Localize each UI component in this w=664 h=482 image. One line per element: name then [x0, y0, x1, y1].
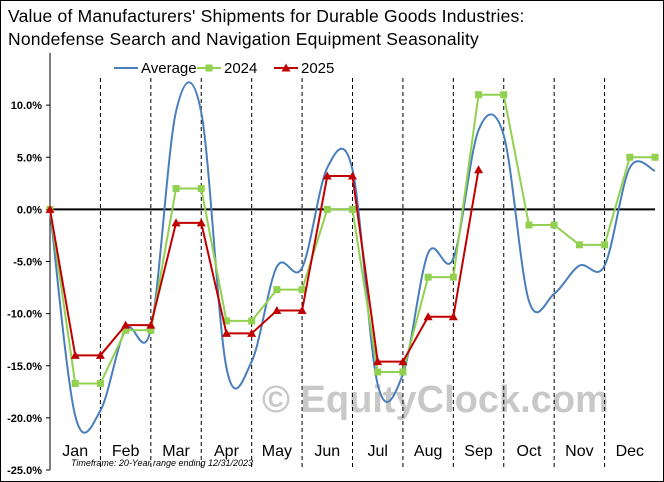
data-point-2024: [399, 368, 407, 376]
data-point-2024: [222, 317, 230, 325]
x-tick-label: Nov: [565, 443, 593, 460]
x-tick-label: Aug: [414, 443, 442, 460]
data-point-2024: [475, 91, 483, 99]
series-line-2025: [49, 169, 480, 363]
data-point-2024: [122, 326, 130, 334]
data-point-2024: [424, 273, 432, 281]
data-point-2025: [322, 171, 332, 180]
series-line-average: [49, 81, 656, 434]
data-point-2024: [172, 185, 180, 193]
data-point-2024: [248, 317, 256, 325]
data-point-2024: [626, 153, 634, 161]
data-point-2025: [45, 204, 55, 213]
chart-title-line-1: Value of Manufacturers' Shipments for Du…: [8, 6, 525, 26]
data-point-2025: [297, 305, 307, 314]
data-point-2024: [449, 273, 457, 281]
x-tick-label: Jan: [62, 443, 88, 460]
x-tick-label: Jul: [367, 443, 387, 460]
data-point-2024: [575, 241, 583, 249]
legend-marker-2024: [205, 64, 213, 72]
data-point-2025: [146, 320, 156, 329]
x-tick-label: Sep: [464, 443, 493, 460]
x-tick-label: Mar: [162, 443, 190, 460]
x-tick-label: Oct: [517, 443, 542, 460]
watermark-group: © EquityClock.com: [262, 379, 609, 421]
data-point-2024: [147, 326, 155, 334]
data-point-2025: [221, 328, 231, 337]
y-tick-label: -25.0%: [7, 465, 42, 477]
x-tick-label: Dec: [616, 443, 644, 460]
x-tick-label: Feb: [112, 443, 140, 460]
data-point-2024: [525, 221, 533, 229]
data-point-2025: [95, 350, 105, 359]
watermark-text: © EquityClock.com: [262, 379, 609, 421]
data-point-2025: [373, 357, 383, 366]
chart-title-line-2: Nondefense Search and Navigation Equipme…: [8, 29, 479, 49]
x-tick-label: Apr: [214, 443, 240, 460]
y-tick-label: -10.0%: [7, 309, 42, 321]
legend-label-average: Average: [141, 60, 197, 77]
data-point-2024: [349, 205, 356, 213]
legend: Average 2024 2025: [114, 60, 334, 77]
data-point-2024: [71, 379, 79, 387]
data-point-2025: [272, 305, 282, 314]
legend-label-2025: 2025: [301, 60, 334, 77]
y-tick-label: -5.0%: [13, 257, 42, 269]
data-point-2025: [448, 312, 458, 321]
x-tick-label: May: [262, 443, 292, 460]
data-point-2024: [197, 185, 205, 193]
data-point-2024: [374, 368, 382, 376]
y-tick-label: -20.0%: [7, 413, 42, 425]
data-point-2024: [96, 379, 104, 387]
data-point-2025: [70, 350, 80, 359]
data-point-2025: [423, 312, 433, 321]
series-group: [45, 81, 659, 434]
data-point-2025: [171, 218, 181, 227]
data-point-2025: [398, 357, 408, 366]
data-point-2024: [298, 286, 306, 294]
legend-marker-2025: [281, 63, 291, 72]
data-point-2024: [273, 286, 281, 294]
data-point-2025: [247, 328, 257, 337]
timeframe-footnote: Timeframe: 20-Year range ending 12/31/20…: [71, 458, 253, 468]
data-point-2025: [348, 171, 357, 180]
y-tick-label: 0.0%: [17, 204, 42, 216]
data-point-2024: [323, 205, 331, 213]
data-point-2024: [550, 221, 558, 229]
data-point-2024: [500, 91, 508, 99]
legend-label-2024: 2024: [224, 60, 257, 77]
y-tick-label: 10.0%: [11, 100, 42, 112]
y-tick-label: 5.0%: [17, 152, 42, 164]
data-point-2024: [601, 241, 609, 249]
axes: -25.0% -20.0% -15.0% -10.0% -5.0% 0.0% 5.0% 10.…: [7, 53, 655, 477]
x-tick-label: Jun: [314, 443, 340, 460]
data-point-2025: [121, 320, 131, 329]
y-tick-label: -15.0%: [7, 361, 42, 373]
data-point-2025: [196, 218, 206, 227]
data-point-2024: [651, 153, 659, 161]
data-point-2025: [474, 165, 484, 174]
